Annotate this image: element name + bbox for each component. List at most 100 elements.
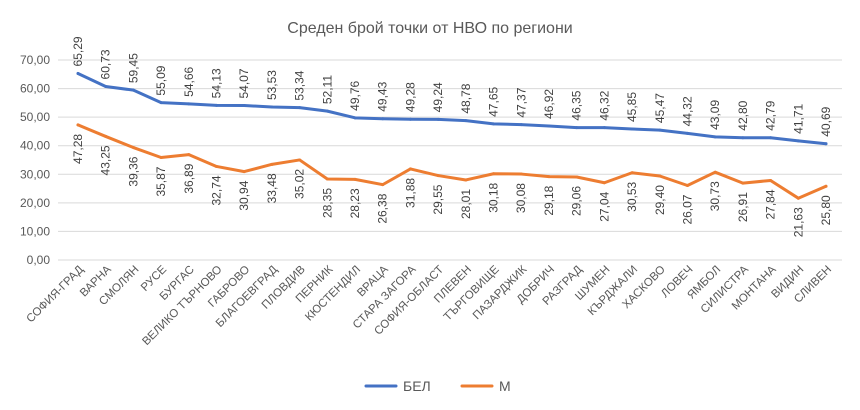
chart-title: Среден брой точки от НВО по региони [287, 20, 572, 37]
data-label: 49,24 [431, 82, 445, 112]
data-point [547, 175, 551, 179]
y-axis: 0,00 10,00 20,00 30,00 40,00 50,00 60,00 70,00 [20, 53, 50, 267]
series-line-2 [76, 123, 828, 200]
data-label: 25,80 [819, 195, 833, 225]
data-label: 54,13 [210, 68, 224, 98]
data-label: 36,89 [182, 163, 196, 193]
data-point [408, 167, 412, 171]
data-point [242, 170, 246, 174]
y-tick-label: 0,00 [27, 253, 51, 267]
data-point [353, 116, 357, 120]
data-point [325, 177, 329, 181]
legend-label: М [499, 378, 511, 394]
data-label: 26,07 [680, 194, 694, 224]
data-point [685, 131, 689, 135]
data-label: 35,02 [293, 169, 307, 199]
data-point [215, 103, 219, 107]
data-label: 30,73 [708, 181, 722, 211]
data-point [658, 128, 662, 132]
data-point [270, 105, 274, 109]
data-point [325, 109, 329, 113]
data-point [464, 178, 468, 182]
data-label: 32,74 [210, 175, 224, 205]
data-point [519, 123, 523, 127]
legend-label: БЕЛ [403, 378, 431, 394]
data-point [685, 184, 689, 188]
data-label: 54,66 [182, 66, 196, 96]
data-label: 46,32 [597, 90, 611, 120]
y-tick-label: 10,00 [20, 224, 50, 238]
data-label: 30,08 [514, 183, 528, 213]
data-point [713, 135, 717, 139]
data-label: 33,48 [265, 173, 279, 203]
data-label: 30,18 [487, 182, 501, 212]
data-point [824, 184, 828, 188]
data-label: 30,94 [237, 180, 251, 210]
data-point [658, 174, 662, 178]
data-point [381, 117, 385, 121]
data-point [713, 170, 717, 174]
data-point [270, 162, 274, 166]
data-label: 27,04 [597, 191, 611, 221]
data-point [630, 171, 634, 175]
data-label: 30,53 [625, 181, 639, 211]
legend: БЕЛ М [364, 378, 511, 394]
data-point [131, 88, 135, 92]
data-point [769, 136, 773, 140]
series-line-1 [76, 71, 828, 146]
data-label: 28,01 [459, 189, 473, 219]
data-label: 47,65 [487, 87, 501, 117]
data-point [159, 156, 163, 160]
data-label: 47,37 [514, 87, 528, 117]
data-label: 60,73 [99, 49, 113, 79]
data-point [547, 124, 551, 128]
data-label: 65,29 [71, 36, 85, 66]
data-label: 42,80 [736, 100, 750, 130]
data-label: 59,45 [126, 53, 140, 83]
data-point [492, 172, 496, 176]
data-label: 48,78 [459, 83, 473, 113]
data-label: 26,91 [736, 192, 750, 222]
y-tick-label: 30,00 [20, 167, 50, 181]
gridlines [58, 59, 842, 261]
series-lines [76, 71, 828, 200]
data-label: 43,09 [708, 100, 722, 130]
data-label: 49,43 [376, 81, 390, 111]
data-point [602, 181, 606, 185]
data-label: 42,79 [764, 100, 778, 130]
data-label: 45,85 [625, 92, 639, 122]
data-label: 47,28 [71, 134, 85, 164]
data-point [298, 158, 302, 162]
data-point [381, 183, 385, 187]
data-label: 44,32 [680, 96, 694, 126]
data-labels: 65,29 60,73 59,45 55,09 54,66 54,13 54,07 53,53… [71, 36, 833, 237]
data-label: 26,38 [376, 193, 390, 223]
data-point [436, 174, 440, 178]
data-point [187, 153, 191, 157]
data-label: 39,36 [126, 156, 140, 186]
y-tick-label: 40,00 [20, 139, 50, 153]
y-tick-label: 50,00 [20, 110, 50, 124]
data-label: 29,55 [431, 184, 445, 214]
data-label: 29,40 [653, 185, 667, 215]
data-point [298, 106, 302, 110]
data-point [408, 117, 412, 121]
data-label: 55,09 [154, 65, 168, 95]
data-label: 53,34 [293, 70, 307, 100]
data-label: 43,25 [99, 145, 113, 175]
data-point [464, 119, 468, 123]
data-label: 41,71 [791, 103, 805, 133]
data-label: 52,11 [320, 75, 334, 104]
data-label: 27,84 [764, 189, 778, 219]
data-point [215, 164, 219, 168]
data-label: 54,07 [237, 68, 251, 98]
data-point [575, 175, 579, 179]
data-point [575, 126, 579, 130]
data-label: 49,28 [403, 82, 417, 112]
data-point [242, 104, 246, 108]
data-point [159, 101, 163, 105]
data-point [602, 126, 606, 130]
data-label: 45,47 [653, 93, 667, 123]
